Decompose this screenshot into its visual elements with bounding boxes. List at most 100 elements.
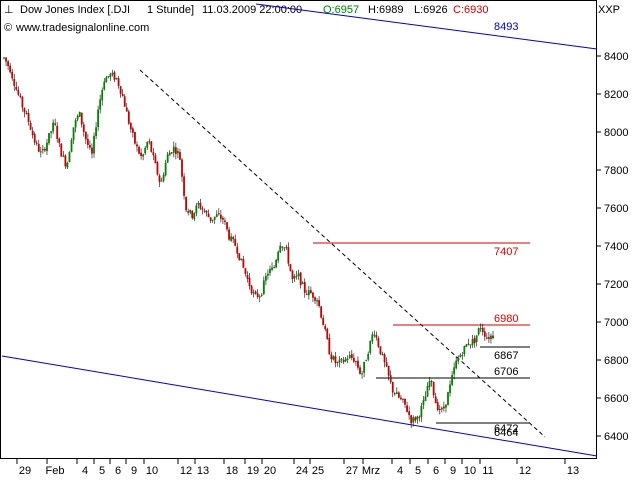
candle [273, 267, 275, 269]
candle [373, 334, 376, 336]
candle [177, 150, 179, 154]
candle [432, 382, 435, 396]
x-tick-label: 4 [82, 465, 88, 477]
candle [3, 57, 5, 59]
candle [205, 211, 208, 213]
candle [39, 151, 42, 153]
instrument-icon: ⊥ [4, 4, 14, 16]
candle [420, 405, 423, 417]
candle [121, 93, 124, 97]
candle [222, 217, 224, 220]
upper-channel-line[interactable] [255, 3, 598, 50]
candle [44, 148, 46, 151]
candle [109, 73, 112, 77]
candle [35, 142, 38, 144]
candle [395, 392, 398, 395]
y-tick-label: 7200 [604, 279, 628, 291]
candle [473, 338, 476, 344]
candle [447, 392, 449, 406]
candle [338, 359, 341, 363]
candle [115, 78, 118, 80]
candle [211, 219, 214, 221]
candle [230, 236, 233, 241]
candle [152, 152, 155, 156]
candle [187, 211, 190, 213]
downtrend-line[interactable] [139, 69, 546, 438]
y-tick-label: 7800 [604, 165, 628, 177]
candle [172, 146, 175, 153]
candle [60, 143, 63, 157]
candle [262, 280, 265, 295]
candle [320, 306, 323, 318]
candle [404, 398, 406, 405]
candle [260, 294, 263, 296]
level-labels: 8493 7407 6980 6867 6706 6472 6464 [494, 21, 518, 439]
candle [197, 202, 200, 205]
candle [27, 113, 30, 122]
x-tick-label: 29 [19, 465, 31, 477]
y-tick-label: 6400 [604, 431, 628, 443]
candle [54, 123, 57, 125]
candle [234, 238, 237, 246]
lower-channel-line[interactable] [1, 355, 598, 457]
candle [64, 155, 67, 167]
y-tick-label: 8000 [604, 127, 628, 139]
candle [316, 300, 318, 302]
y-tick-label: 6800 [604, 355, 628, 367]
candle [334, 356, 337, 364]
candle [23, 107, 26, 113]
candle [103, 81, 106, 90]
candle [15, 86, 18, 90]
candle [86, 138, 89, 145]
candle [183, 176, 185, 196]
candle [371, 334, 374, 342]
candle [181, 159, 183, 177]
candle [281, 246, 284, 248]
candle [269, 269, 271, 274]
level-label-6706: 6706 [494, 366, 518, 378]
candle [101, 89, 104, 101]
candle [453, 367, 456, 375]
candle [127, 111, 130, 124]
candle [80, 112, 83, 125]
candle [219, 214, 222, 219]
high-value: H:6989 [368, 4, 403, 16]
candle [483, 331, 486, 337]
candle [258, 296, 261, 298]
y-tick-label: 7000 [604, 317, 628, 329]
candle [485, 337, 488, 339]
candle [48, 133, 50, 144]
x-tick-label: 9 [131, 465, 137, 477]
candle [203, 210, 206, 212]
candle [76, 115, 79, 120]
candle [449, 384, 451, 393]
candle [129, 123, 132, 130]
candle [50, 131, 52, 133]
candle [369, 340, 372, 353]
x-axis: 29 Feb 4 5 6 9 10 12 13 18 19 20 24 25 27 Mrz 4 5 6 9 10 11 12… [16, 459, 579, 477]
candle [428, 381, 431, 387]
candle [123, 96, 126, 107]
candle [91, 147, 93, 154]
copyright-icon: © [4, 22, 12, 34]
x-tick-label: 25 [312, 465, 324, 477]
x-tick-label: 4 [397, 465, 403, 477]
candle [375, 335, 378, 338]
candles-group [3, 56, 494, 429]
candle [389, 375, 392, 383]
candle [215, 214, 218, 217]
candle [442, 406, 445, 409]
candle [19, 95, 22, 97]
candle [224, 220, 226, 222]
x-tick-label: Mrz [362, 465, 380, 477]
candle [301, 282, 304, 284]
candle [385, 362, 388, 367]
x-tick-label: 5 [99, 465, 105, 477]
candle [469, 344, 472, 346]
level-label-6464: 6464 [494, 427, 518, 439]
candle [195, 205, 198, 214]
candle [146, 142, 149, 148]
candle [488, 337, 490, 339]
candle [479, 328, 482, 330]
